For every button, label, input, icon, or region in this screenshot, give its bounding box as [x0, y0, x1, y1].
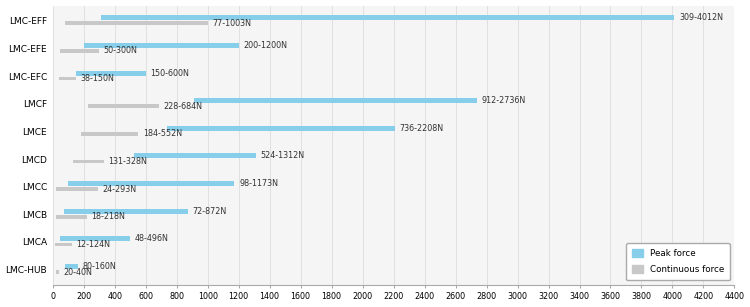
Bar	[64, 209, 188, 214]
Text: 98-1173N: 98-1173N	[239, 179, 278, 188]
Bar	[56, 187, 98, 191]
Text: 736-2208N: 736-2208N	[400, 124, 443, 133]
Text: 48-496N: 48-496N	[134, 235, 168, 243]
Text: 18-218N: 18-218N	[92, 212, 125, 221]
Text: 228-684N: 228-684N	[164, 102, 202, 111]
Text: 77-1003N: 77-1003N	[213, 19, 252, 28]
Text: 200-1200N: 200-1200N	[243, 41, 287, 50]
Text: 20-40N: 20-40N	[64, 268, 92, 277]
Text: 912-2736N: 912-2736N	[482, 96, 526, 105]
Bar	[58, 77, 76, 80]
Bar	[65, 264, 77, 269]
Bar	[88, 104, 159, 108]
Text: 150-600N: 150-600N	[150, 68, 189, 78]
Bar	[84, 43, 238, 48]
Bar	[81, 132, 138, 136]
Bar	[68, 181, 235, 186]
Text: 131-328N: 131-328N	[108, 157, 147, 166]
Text: 72-872N: 72-872N	[193, 207, 226, 216]
Text: 50-300N: 50-300N	[104, 46, 138, 55]
Text: 12-124N: 12-124N	[76, 240, 110, 249]
Text: 524-1312N: 524-1312N	[261, 151, 305, 161]
Bar	[64, 21, 209, 25]
Text: 309-4012N: 309-4012N	[679, 13, 723, 22]
Bar	[56, 215, 86, 219]
Bar	[194, 98, 477, 103]
Text: 80-160N: 80-160N	[82, 262, 116, 271]
Bar	[56, 270, 59, 274]
Bar	[134, 154, 256, 158]
Bar	[61, 49, 99, 53]
Bar	[73, 160, 104, 163]
Bar	[166, 126, 394, 131]
Bar	[76, 71, 146, 76]
Text: 24-293N: 24-293N	[103, 185, 137, 194]
Bar	[55, 243, 72, 247]
Text: 184-552N: 184-552N	[143, 129, 182, 138]
Bar	[60, 236, 130, 241]
Legend: Peak force, Continuous force: Peak force, Continuous force	[626, 243, 730, 280]
Bar	[100, 15, 674, 20]
Text: 38-150N: 38-150N	[80, 74, 115, 83]
